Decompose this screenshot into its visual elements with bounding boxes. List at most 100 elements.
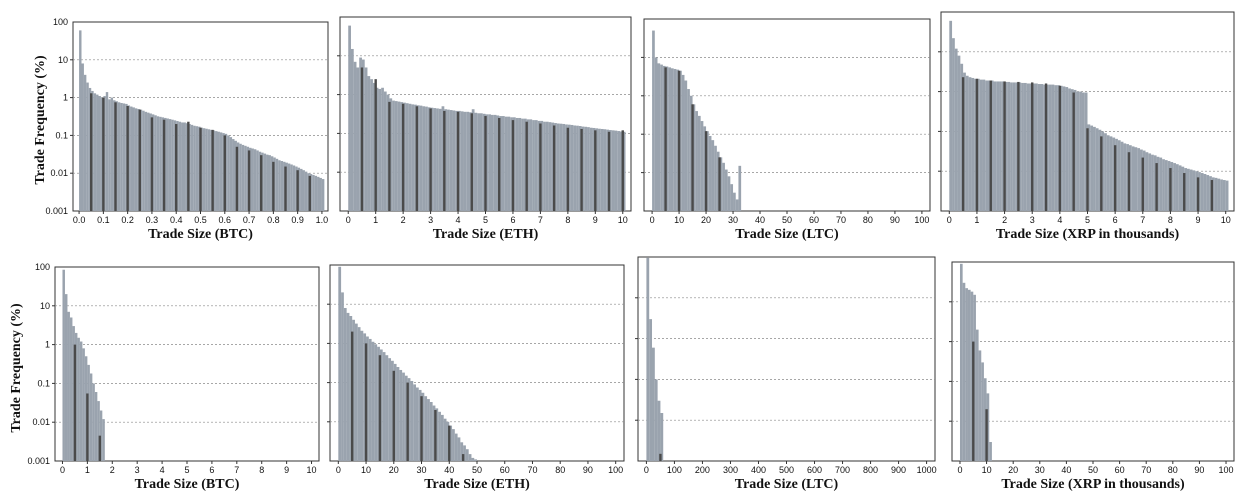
light-bar <box>981 362 984 461</box>
light-bar <box>79 30 82 212</box>
light-bar <box>1043 84 1047 211</box>
light-bar <box>372 82 376 211</box>
light-bar <box>97 401 100 461</box>
light-bar <box>1032 83 1035 211</box>
light-bar <box>620 131 623 211</box>
light-bar <box>360 330 364 461</box>
y-tick-label: 100 <box>53 17 68 27</box>
light-bar <box>256 150 259 211</box>
light-bar <box>1164 160 1168 211</box>
light-bar <box>458 110 461 211</box>
light-bar <box>657 400 661 461</box>
light-bar <box>159 116 162 211</box>
x-tick-label: 8 <box>259 465 264 475</box>
light-bar <box>1023 82 1027 211</box>
light-bar <box>1148 153 1152 211</box>
dark-bar <box>73 344 77 461</box>
light-bar <box>178 121 182 211</box>
light-bar <box>1004 81 1008 211</box>
light-bar <box>982 79 986 211</box>
light-bar <box>379 349 383 461</box>
x-tick-label: 10 <box>618 215 628 225</box>
light-bar <box>609 130 612 211</box>
dark-bar <box>260 155 263 211</box>
light-bar <box>132 107 135 211</box>
x-tick-label: 900 <box>891 465 906 475</box>
x-tick-label: 6 <box>209 465 214 475</box>
light-bar <box>989 442 992 461</box>
light-bar <box>429 401 433 461</box>
dark-bar <box>126 105 129 211</box>
light-bar <box>676 69 680 211</box>
x-tick-label: 4 <box>456 215 461 225</box>
light-bar <box>427 399 430 461</box>
light-bar <box>996 81 1000 211</box>
light-bar <box>1076 91 1080 211</box>
dark-bar <box>1210 180 1214 211</box>
x-tick-label: 70 <box>1141 465 1151 475</box>
light-bar <box>1126 144 1129 211</box>
light-bar <box>93 93 97 211</box>
light-bar <box>122 103 126 211</box>
light-bar <box>611 130 615 211</box>
light-bar <box>660 413 664 461</box>
light-bar <box>149 113 152 211</box>
light-bar <box>137 108 140 211</box>
light-bar <box>987 80 991 211</box>
dark-bar <box>364 343 368 461</box>
x-tick-label: 3 <box>135 465 140 475</box>
light-bar <box>668 67 671 211</box>
light-bar <box>151 114 155 211</box>
light-bar <box>176 121 179 211</box>
light-bar <box>652 347 655 461</box>
light-bar <box>404 375 408 461</box>
light-bar <box>649 319 653 461</box>
light-bar <box>1109 136 1113 211</box>
x-tick-label: 10 <box>674 215 684 225</box>
light-bar <box>449 110 453 211</box>
light-bar <box>92 383 95 461</box>
x-tick-label: 6 <box>510 215 515 225</box>
light-bar <box>1101 131 1105 211</box>
plot-frame <box>951 261 1235 462</box>
light-bar <box>587 127 590 211</box>
y-tick-label: 0.001 <box>45 206 68 216</box>
x-tick-label: 1000 <box>917 465 937 475</box>
light-bar <box>403 102 406 211</box>
light-bar <box>422 106 426 211</box>
dark-bar <box>247 150 251 211</box>
light-bar <box>706 131 709 211</box>
light-bar <box>385 355 389 461</box>
x-tick-label: 80 <box>1168 465 1178 475</box>
dark-bar <box>406 382 409 461</box>
light-bar <box>266 154 269 211</box>
dark-bar <box>594 130 597 211</box>
light-bar <box>1211 177 1215 211</box>
x-tick-label: 9 <box>1196 215 1201 225</box>
light-bar <box>82 348 85 461</box>
light-bar <box>959 263 963 461</box>
light-bar <box>227 135 230 211</box>
light-bar <box>455 110 459 211</box>
light-bar <box>1184 168 1188 211</box>
x-tick-label: 70 <box>527 465 537 475</box>
light-bar <box>1021 82 1024 211</box>
light-bar <box>96 94 99 211</box>
x-tick-label: 400 <box>751 465 766 475</box>
light-bar <box>652 30 655 211</box>
light-bar <box>81 63 84 212</box>
light-bar <box>603 129 607 211</box>
light-bar <box>381 87 384 211</box>
light-bar <box>285 162 288 211</box>
panels: 0.0 0.1 0.2 0.3 0.4 0.5 0.6 0.7 0.8 0.9 1.0 Trade S… <box>27 11 1235 492</box>
light-bar <box>134 108 138 211</box>
light-bar <box>219 132 223 211</box>
light-bar <box>457 437 461 461</box>
light-bar <box>402 372 405 461</box>
light-bar <box>438 108 442 211</box>
light-bar <box>386 94 390 211</box>
x-tick-label: 80 <box>555 465 565 475</box>
light-bar <box>1173 163 1176 211</box>
light-bar <box>222 133 225 211</box>
dark-bar <box>98 435 102 461</box>
